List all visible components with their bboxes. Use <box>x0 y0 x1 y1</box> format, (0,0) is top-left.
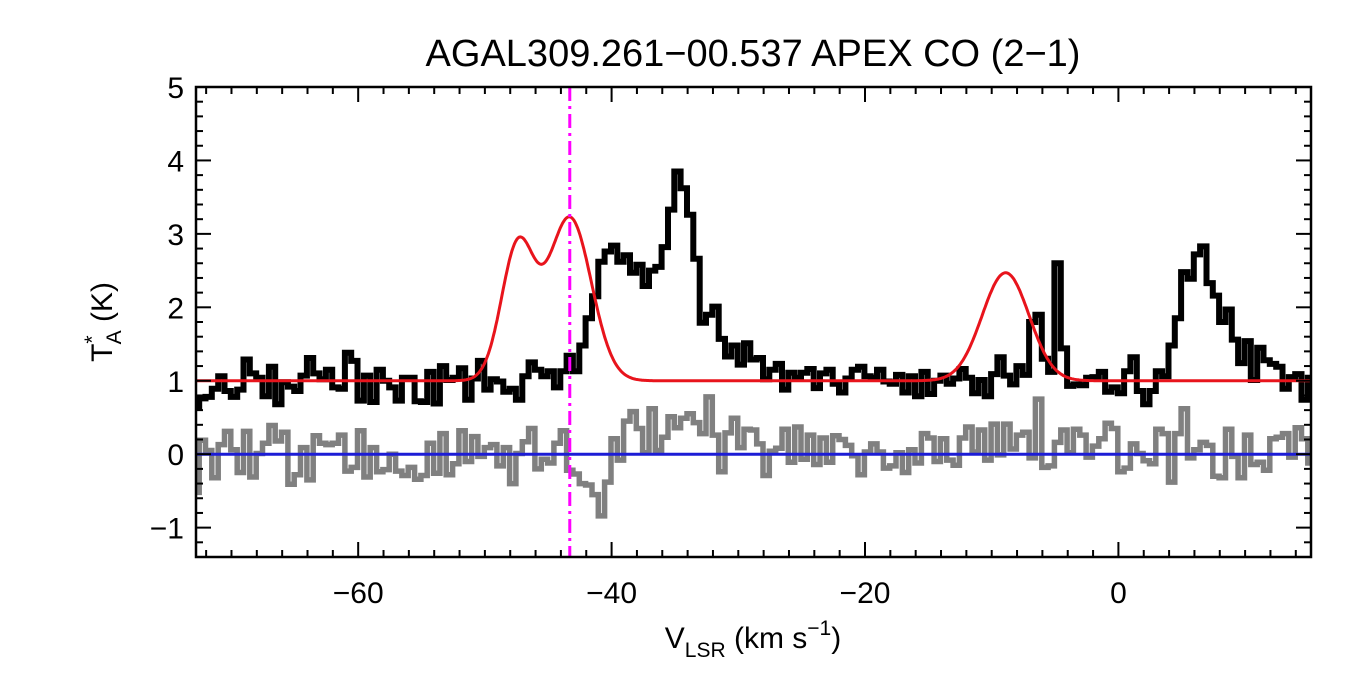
y-tick-label: 2 <box>167 292 184 325</box>
plot-area: −60 −40 −20 0 −1 0 1 2 3 4 5 <box>150 72 1313 610</box>
y-axis-label: T*A (K) <box>81 282 126 362</box>
y-tick-label: 0 <box>167 439 184 472</box>
y-tick-label: −1 <box>150 513 184 546</box>
y-axis-label-units: (K) <box>86 282 119 330</box>
y-axis: −1 0 1 2 3 4 5 <box>150 72 1311 546</box>
x-axis-label-sub: LSR <box>685 639 726 662</box>
y-axis-label-main: T <box>86 344 119 362</box>
x-tick-label: −40 <box>586 577 637 610</box>
spectrum-series-line <box>196 168 1311 411</box>
y-axis-label-sup: * <box>81 335 104 343</box>
x-axis-label-main: V <box>665 622 685 655</box>
y-tick-label: 1 <box>167 366 184 399</box>
x-axis-label: VLSR (km s−1) <box>665 617 841 662</box>
x-axis: −60 −40 −20 0 <box>205 87 1297 610</box>
x-tick-label: −20 <box>840 577 891 610</box>
y-tick-label: 5 <box>167 72 184 105</box>
x-tick-label: 0 <box>1110 577 1127 610</box>
plot-frame <box>194 85 1313 559</box>
fit-series-line <box>196 215 1311 383</box>
svg-text:VLSR (km s−1): VLSR (km s−1) <box>665 617 841 662</box>
y-axis-label-sub: A <box>103 330 126 344</box>
chart-title: AGAL309.261−00.537 APEX CO (2−1) <box>426 33 1081 75</box>
x-tick-label: −60 <box>333 577 384 610</box>
residual-series-line <box>196 394 1311 519</box>
x-axis-label-close: ) <box>831 622 841 655</box>
x-axis-label-sup: −1 <box>807 617 831 640</box>
y-tick-label: 4 <box>167 145 184 178</box>
plot-series-group <box>196 87 1311 557</box>
y-tick-label: 3 <box>167 219 184 252</box>
svg-text:T*A (K): T*A (K) <box>81 282 126 362</box>
x-axis-label-units: (km s <box>726 622 808 655</box>
